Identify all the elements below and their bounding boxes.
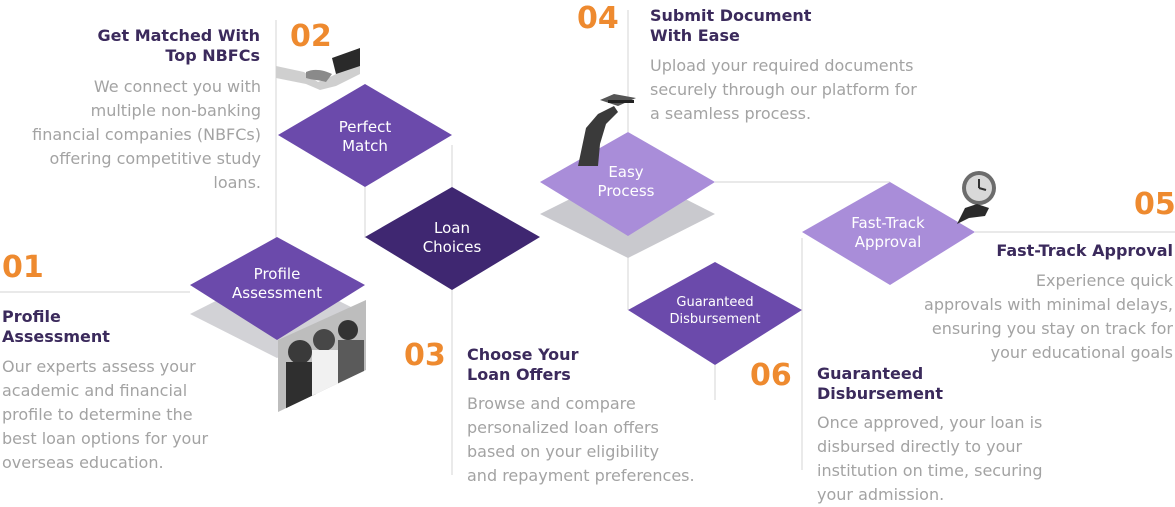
step-title-02: Get Matched With Top NBFCs (60, 26, 261, 66)
diamond-perfect-match (278, 84, 452, 187)
step-desc-03-line: and repayment preferences. (467, 466, 695, 485)
step-desc-02-line: multiple non-banking (90, 101, 261, 120)
step-desc-06-line: your admission. (817, 485, 945, 504)
step-desc-05-line: ensuring you stay on track for (931, 319, 1173, 338)
step-number-04: 04 (577, 1, 619, 36)
step-title-06: Guaranteed Disbursement (817, 364, 943, 404)
step-title-01: Profile Assessment (2, 307, 110, 347)
step-desc-04: Upload your required documents securely … (650, 54, 917, 126)
diamond-label-02-line1: Perfect (338, 118, 392, 136)
diamond-label-04-line2: Process (597, 182, 655, 200)
step-title-04-line2: With Ease (650, 26, 740, 45)
step-desc-03-line: personalized loan offers (467, 418, 659, 437)
step-desc-01-line: Our experts assess your (2, 357, 196, 376)
step-number-06: 06 (750, 358, 792, 393)
step-desc-05-line: Experience quick (1035, 271, 1173, 290)
step-desc-03: Browse and compare personalized loan off… (467, 392, 695, 488)
diamond-fast-track-approval (802, 182, 975, 285)
diamond-label-06-line1: Guaranteed (676, 295, 754, 310)
hand-clock-icon (957, 171, 996, 224)
step-title-06-line1: Guaranteed (817, 364, 924, 383)
step-title-01-line2: Assessment (2, 327, 110, 346)
step-title-04-line1: Submit Document (650, 6, 812, 25)
step-desc-02-line: offering competitive study (49, 149, 261, 168)
step-title-02-line1: Get Matched With (97, 26, 261, 45)
diamond-label-05: Fast-Track Approval (828, 214, 948, 252)
step-desc-04-line: a seamless process. (650, 104, 812, 123)
step-title-05-line1: Fast-Track Approval (996, 241, 1173, 260)
hand-pen-icon (578, 94, 636, 166)
step-desc-06-line: disbursed directly to your (817, 437, 1023, 456)
diamond-label-03-line1: Loan (434, 219, 470, 237)
step-desc-04-line: Upload your required documents (650, 56, 914, 75)
diamond-label-06: Guaranteed Disbursement (655, 294, 775, 328)
step-desc-01-line: overseas education. (2, 453, 164, 472)
step-title-05: Fast-Track Approval (900, 241, 1173, 261)
diamond-label-04-line1: Easy (608, 163, 644, 181)
diamond-label-01: Profile Assessment (217, 265, 337, 303)
diamond-label-05-line2: Approval (854, 233, 922, 251)
step-desc-01-line: best loan options for your (2, 429, 209, 448)
step-number-05: 05 (1134, 187, 1175, 222)
handshake-icon (276, 48, 360, 90)
diamond-profile-assessment (190, 237, 365, 340)
step-desc-05-line: approvals with minimal delays, (924, 295, 1173, 314)
diamond-label-01-line2: Assessment (232, 284, 322, 302)
step-title-03-line1: Choose Your (467, 345, 579, 364)
step-desc-06-line: institution on time, securing (817, 461, 1043, 480)
step-desc-06: Once approved, your loan is disbursed di… (817, 411, 1043, 507)
step-desc-01: Our experts assess your academic and fin… (2, 355, 208, 475)
step-title-01-line1: Profile (2, 307, 61, 326)
step-number-03: 03 (404, 338, 446, 373)
step-title-06-line2: Disbursement (817, 384, 943, 403)
diamond-label-02: Perfect Match (305, 118, 425, 156)
step-desc-02: We connect you with multiple non-banking… (0, 75, 261, 195)
diamond-label-02-line2: Match (342, 137, 388, 155)
diamond-guaranteed-disbursement (628, 262, 802, 365)
students-photo-icon (278, 300, 366, 412)
step-desc-04-line: securely through our platform for (650, 80, 917, 99)
diamond-label-03: Loan Choices (392, 219, 512, 257)
step-number-02: 02 (290, 19, 332, 54)
step-desc-01-line: academic and financial (2, 381, 188, 400)
step-title-02-line2: Top NBFCs (165, 46, 260, 65)
diamond-loan-choices (365, 187, 540, 290)
step-desc-01-line: profile to determine the (2, 405, 193, 424)
step-desc-05: Experience quick approvals with minimal … (880, 269, 1173, 365)
step-desc-02-line: financial companies (NBFCs) (32, 125, 261, 144)
step-desc-05-line: your educational goals (990, 343, 1173, 362)
step-desc-06-line: Once approved, your loan is (817, 413, 1043, 432)
step-title-04: Submit Document With Ease (650, 6, 811, 46)
diamond-label-06-line2: Disbursement (669, 312, 761, 327)
step-title-03-line2: Loan Offers (467, 365, 571, 384)
diamond-label-04: Easy Process (566, 163, 686, 201)
step-title-03: Choose Your Loan Offers (467, 345, 578, 385)
diamond-label-03-line2: Choices (422, 238, 482, 256)
step-desc-02-line: We connect you with (93, 77, 261, 96)
step-desc-03-line: Browse and compare (467, 394, 636, 413)
step-desc-02-line: loans. (213, 173, 261, 192)
step-number-01: 01 (2, 250, 44, 285)
step-desc-03-line: based on your eligibility (467, 442, 660, 461)
diamond-label-05-line1: Fast-Track (851, 214, 925, 232)
diamond-label-01-line1: Profile (253, 265, 301, 283)
